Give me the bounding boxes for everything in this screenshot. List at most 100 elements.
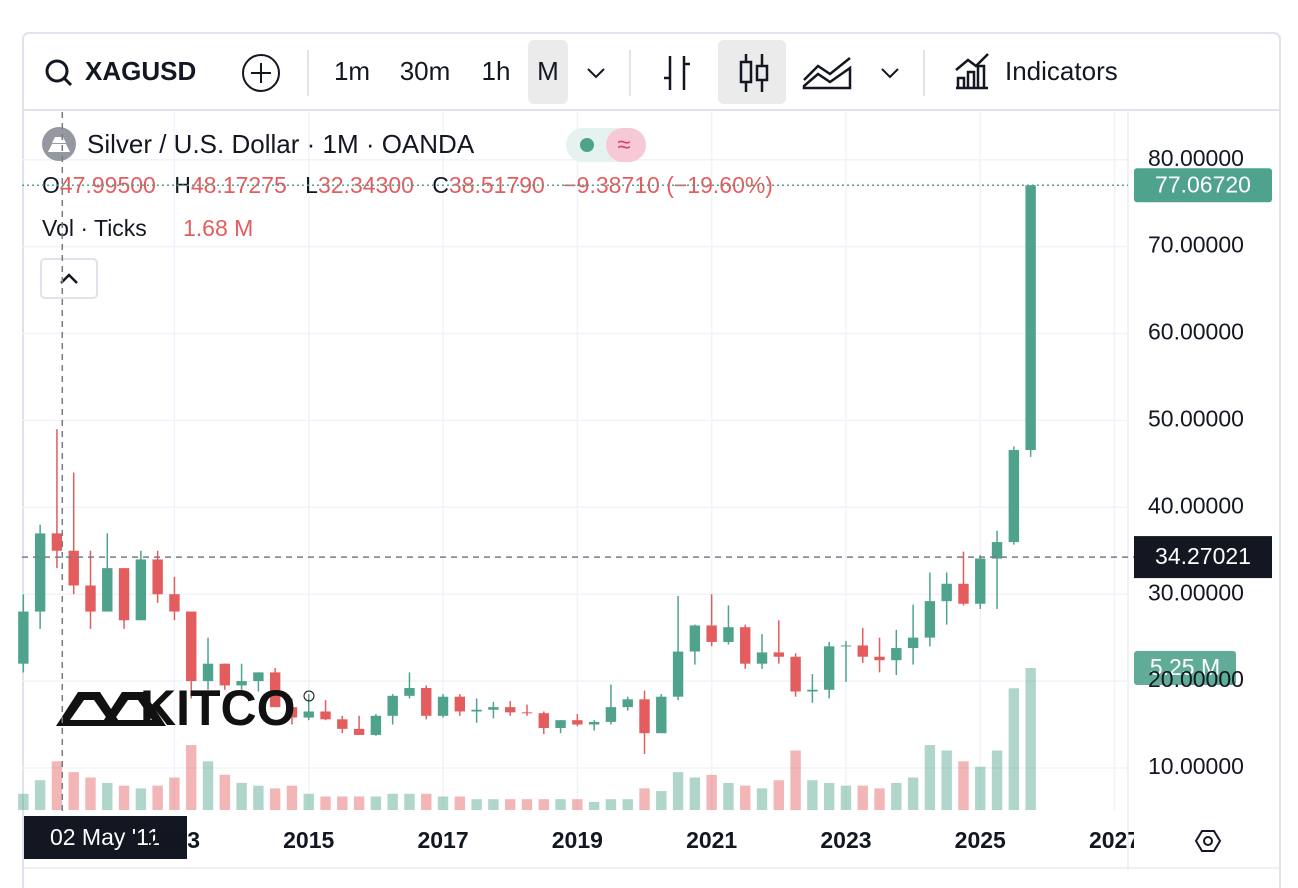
volume-bar	[924, 745, 936, 810]
volume-bar	[219, 774, 231, 810]
dropdown[interactable]	[881, 68, 899, 79]
volume-title: Vol · Ticks	[42, 215, 147, 241]
volume-bar	[68, 772, 79, 810]
candle-body	[18, 611, 29, 664]
candle-body	[689, 625, 701, 652]
volume-bar	[740, 785, 751, 810]
candle-body	[102, 568, 113, 612]
candle-body	[286, 707, 298, 718]
volume-bar	[85, 777, 96, 810]
volume-bar	[538, 799, 549, 810]
symbol[interactable]: XAGUSD	[85, 56, 196, 86]
volume-bar	[303, 793, 314, 810]
volume-bar	[18, 793, 29, 810]
volume-bar	[421, 793, 432, 810]
interval[interactable]: 30m	[400, 56, 451, 86]
volume-bar	[572, 799, 583, 810]
y-tick-label: 10.00000	[1148, 753, 1244, 779]
volume-bar	[790, 750, 801, 810]
candle-body	[269, 672, 281, 708]
volume-bar	[337, 796, 348, 810]
volume-bar	[588, 801, 600, 810]
volume-bar	[656, 791, 667, 810]
candle-body	[51, 533, 63, 551]
candle-body	[1025, 185, 1036, 450]
candle-body	[421, 688, 432, 716]
crosshair-date-tag	[24, 816, 187, 859]
candle-body	[404, 688, 415, 696]
volume-bar	[236, 782, 247, 810]
volume-bar	[840, 785, 852, 810]
volume-bar	[169, 777, 180, 810]
logo-text: KITCO	[140, 680, 296, 736]
volume-bar	[891, 782, 902, 810]
volume-tag	[1134, 650, 1236, 685]
crosshair-date-label: 02 May '11	[50, 824, 160, 850]
plot	[18, 184, 1036, 810]
volume-bar	[488, 799, 499, 810]
candle-body	[840, 645, 852, 647]
y-tick-label: 20.00000	[1148, 666, 1244, 692]
y-tick-label: 50.00000	[1148, 406, 1244, 432]
add-symbol[interactable]	[242, 54, 280, 92]
data-delay: ≈	[617, 131, 630, 158]
search-icon[interactable]	[45, 59, 69, 83]
volume-bar	[353, 796, 365, 810]
volume-bar	[471, 799, 482, 810]
y-tick-label: 80.00000	[1148, 145, 1244, 171]
candle-body	[555, 720, 566, 728]
dropdown[interactable]	[587, 68, 605, 79]
volume-bar	[253, 785, 264, 810]
volume-bar	[672, 772, 684, 810]
area-icon[interactable]	[802, 57, 852, 90]
volume-bar	[521, 799, 533, 810]
settings-icon	[1203, 836, 1213, 846]
logo-mark	[56, 692, 122, 726]
candle-body	[857, 645, 868, 657]
interval[interactable]: M	[537, 56, 559, 86]
interval[interactable]: 1m	[334, 56, 370, 86]
ohlc-key: O	[42, 172, 60, 198]
crosshair-price-tag	[1134, 536, 1272, 579]
candle-body	[34, 533, 46, 612]
candle-body	[253, 672, 264, 682]
volume-bar	[102, 782, 113, 810]
candle-body	[370, 715, 382, 735]
candle-body	[773, 652, 785, 657]
x-tick-label: 2019	[552, 827, 603, 853]
indicators[interactable]: Indicators	[1005, 56, 1118, 86]
volume-bar	[639, 788, 650, 810]
volume-bar	[991, 750, 1003, 810]
collapse-button[interactable]	[40, 258, 98, 299]
volume-bar	[34, 780, 46, 810]
candle-body	[68, 550, 79, 586]
interval[interactable]: 1h	[482, 56, 511, 86]
legend-title: Silver / U.S. Dollar · 1M · OANDA	[87, 129, 475, 159]
indicators-icon[interactable]	[955, 53, 989, 90]
last-price-tag	[1134, 168, 1272, 203]
volume-bar	[1025, 667, 1036, 810]
candle-body	[975, 558, 986, 604]
volume-bar	[51, 761, 63, 810]
candle-body	[303, 711, 314, 718]
candle-body	[672, 651, 684, 697]
candle-body	[118, 568, 130, 621]
volume-bar	[706, 774, 717, 810]
volume-bar	[437, 796, 449, 810]
settings-icon[interactable]	[1194, 830, 1222, 852]
candle-body	[807, 689, 818, 692]
candle-body	[320, 711, 331, 720]
bars-icon[interactable]	[664, 56, 690, 90]
candle-body	[891, 648, 902, 661]
y-tick-label: 40.00000	[1148, 492, 1244, 518]
candle-body	[941, 583, 952, 602]
candle-body	[85, 585, 96, 612]
volume-bar	[689, 777, 701, 810]
volume-bar	[370, 796, 382, 810]
candle-body	[504, 707, 516, 713]
candle-body	[656, 696, 667, 734]
candle-body	[471, 709, 482, 712]
candle-body	[437, 696, 449, 716]
kitco-logo: KITCO	[56, 680, 315, 736]
status-pill	[606, 128, 646, 162]
